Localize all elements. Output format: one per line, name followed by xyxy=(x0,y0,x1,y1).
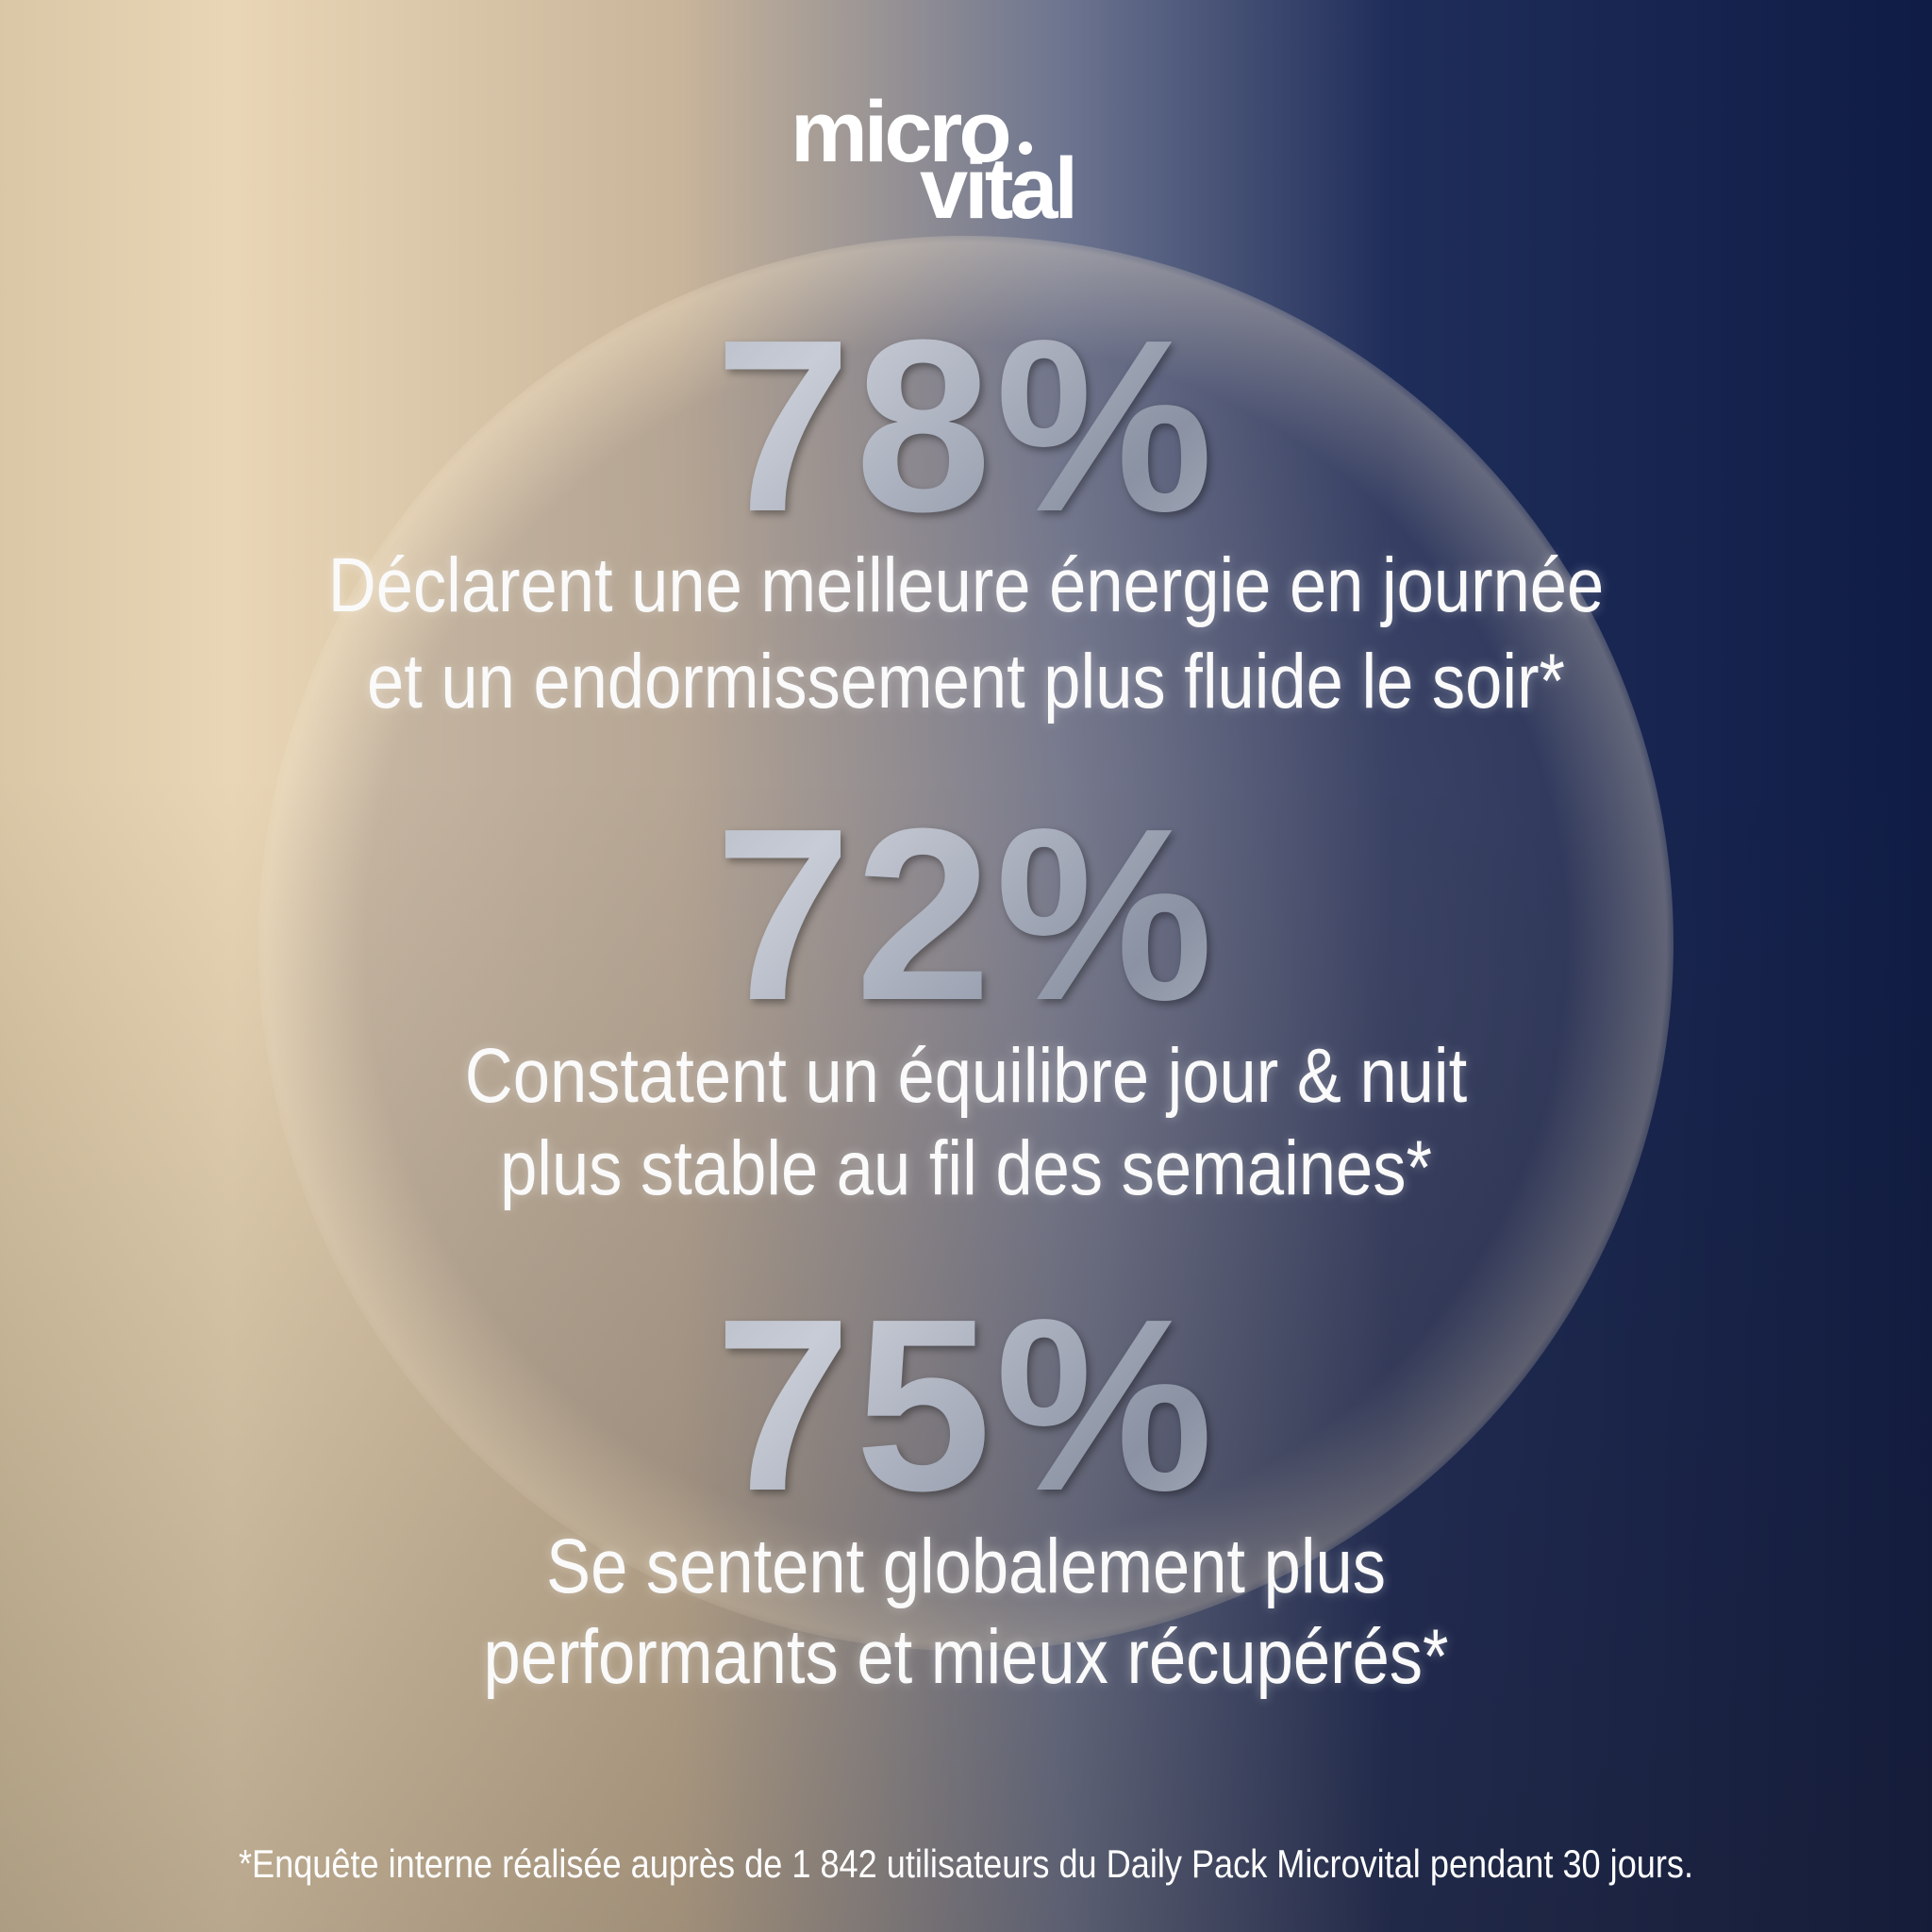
footnote: *Enquête interne réalisée auprès de 1 84… xyxy=(238,1841,1694,1886)
stat-text: plus stable au fil des semaines* xyxy=(500,1125,1432,1211)
stat-text: Constatent un équilibre jour & nuit xyxy=(464,1033,1468,1119)
stat-text: performants et mieux récupérés* xyxy=(483,1614,1449,1700)
stat-text: Se sentent globalement plus xyxy=(546,1524,1386,1609)
stat-figure: 78% xyxy=(0,304,1932,549)
logo-dot xyxy=(1019,142,1032,155)
stat-figure: 75% xyxy=(0,1283,1932,1528)
stat-figure: 72% xyxy=(0,792,1932,1038)
logo-micro: micro xyxy=(791,84,1012,180)
stat-text: Déclarent une meilleure énergie en journ… xyxy=(327,542,1605,628)
glow-ring xyxy=(258,236,1674,1651)
logo-vital: vital xyxy=(920,141,1078,237)
stat-text: et un endormissement plus fluide le soir… xyxy=(366,639,1566,724)
